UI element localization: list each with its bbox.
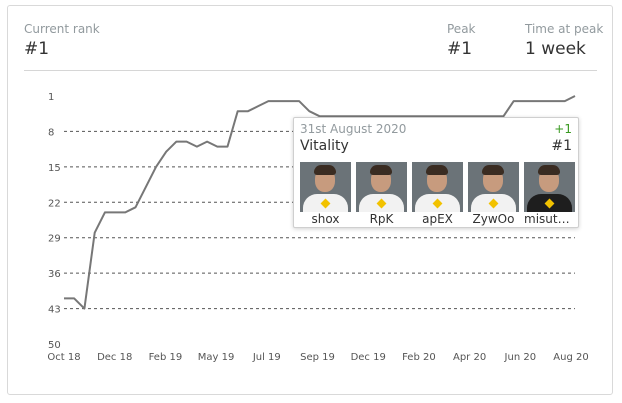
tooltip-date: 31st August 2020 <box>300 122 407 136</box>
peak-stat: Peak #1 <box>447 22 476 59</box>
x-tick-label: Apr 20 <box>453 352 486 363</box>
current-rank-label: Current rank <box>24 22 100 36</box>
y-tick-label: 1 <box>48 92 54 103</box>
player-card[interactable]: misuta... <box>524 162 575 226</box>
player-name: RpK <box>369 212 394 226</box>
player-name: ZywOo <box>472 212 515 226</box>
x-tick-label: Dec 18 <box>97 352 132 363</box>
player-card[interactable]: shox <box>300 162 351 226</box>
player-photo <box>524 162 575 212</box>
player-name: shox <box>311 212 340 226</box>
y-tick-label: 50 <box>48 340 61 351</box>
x-tick-label: Jul 19 <box>252 352 281 363</box>
x-tick-label: Sep 19 <box>300 352 335 363</box>
player-card[interactable]: RpK <box>356 162 407 226</box>
y-tick-label: 36 <box>48 269 61 280</box>
time-at-peak-stat: Time at peak 1 week <box>525 22 603 59</box>
peak-value: #1 <box>447 39 473 59</box>
y-tick-label: 29 <box>48 234 61 245</box>
tooltip-rank-change: +1 <box>554 122 572 136</box>
player-card[interactable]: apEX <box>412 162 463 226</box>
y-tick-label: 15 <box>48 163 61 174</box>
player-name: apEX <box>422 212 453 226</box>
time-at-peak-value: 1 week <box>525 39 586 59</box>
x-tick-label: Oct 18 <box>47 352 80 363</box>
player-photo <box>300 162 351 212</box>
player-photo <box>356 162 407 212</box>
tooltip-rank: #1 <box>551 138 572 154</box>
peak-label: Peak <box>447 22 476 36</box>
x-tick-label: Feb 19 <box>149 352 183 363</box>
player-card[interactable]: ZywOo <box>468 162 519 226</box>
player-roster: shox RpK apEX ZywOo misuta... <box>300 162 575 226</box>
tooltip-team-name: Vitality <box>300 138 349 154</box>
header-divider <box>24 70 597 71</box>
player-name: misuta... <box>524 212 575 226</box>
current-rank-stat: Current rank #1 <box>24 22 100 59</box>
y-tick-label: 8 <box>48 127 54 138</box>
player-photo <box>412 162 463 212</box>
x-tick-label: May 19 <box>198 352 235 363</box>
x-tick-label: Aug 20 <box>553 352 588 363</box>
y-tick-label: 43 <box>48 305 61 316</box>
time-at-peak-label: Time at peak <box>525 22 604 36</box>
x-tick-label: Dec 19 <box>351 352 386 363</box>
x-tick-label: Jun 20 <box>504 352 537 363</box>
y-tick-label: 22 <box>48 198 61 209</box>
ranking-tooltip: 31st August 2020 +1 Vitality #1 shox RpK… <box>293 117 579 228</box>
current-rank-value: #1 <box>24 39 50 59</box>
x-tick-label: Feb 20 <box>402 352 436 363</box>
rank-history-line <box>64 95 576 310</box>
player-photo <box>468 162 519 212</box>
